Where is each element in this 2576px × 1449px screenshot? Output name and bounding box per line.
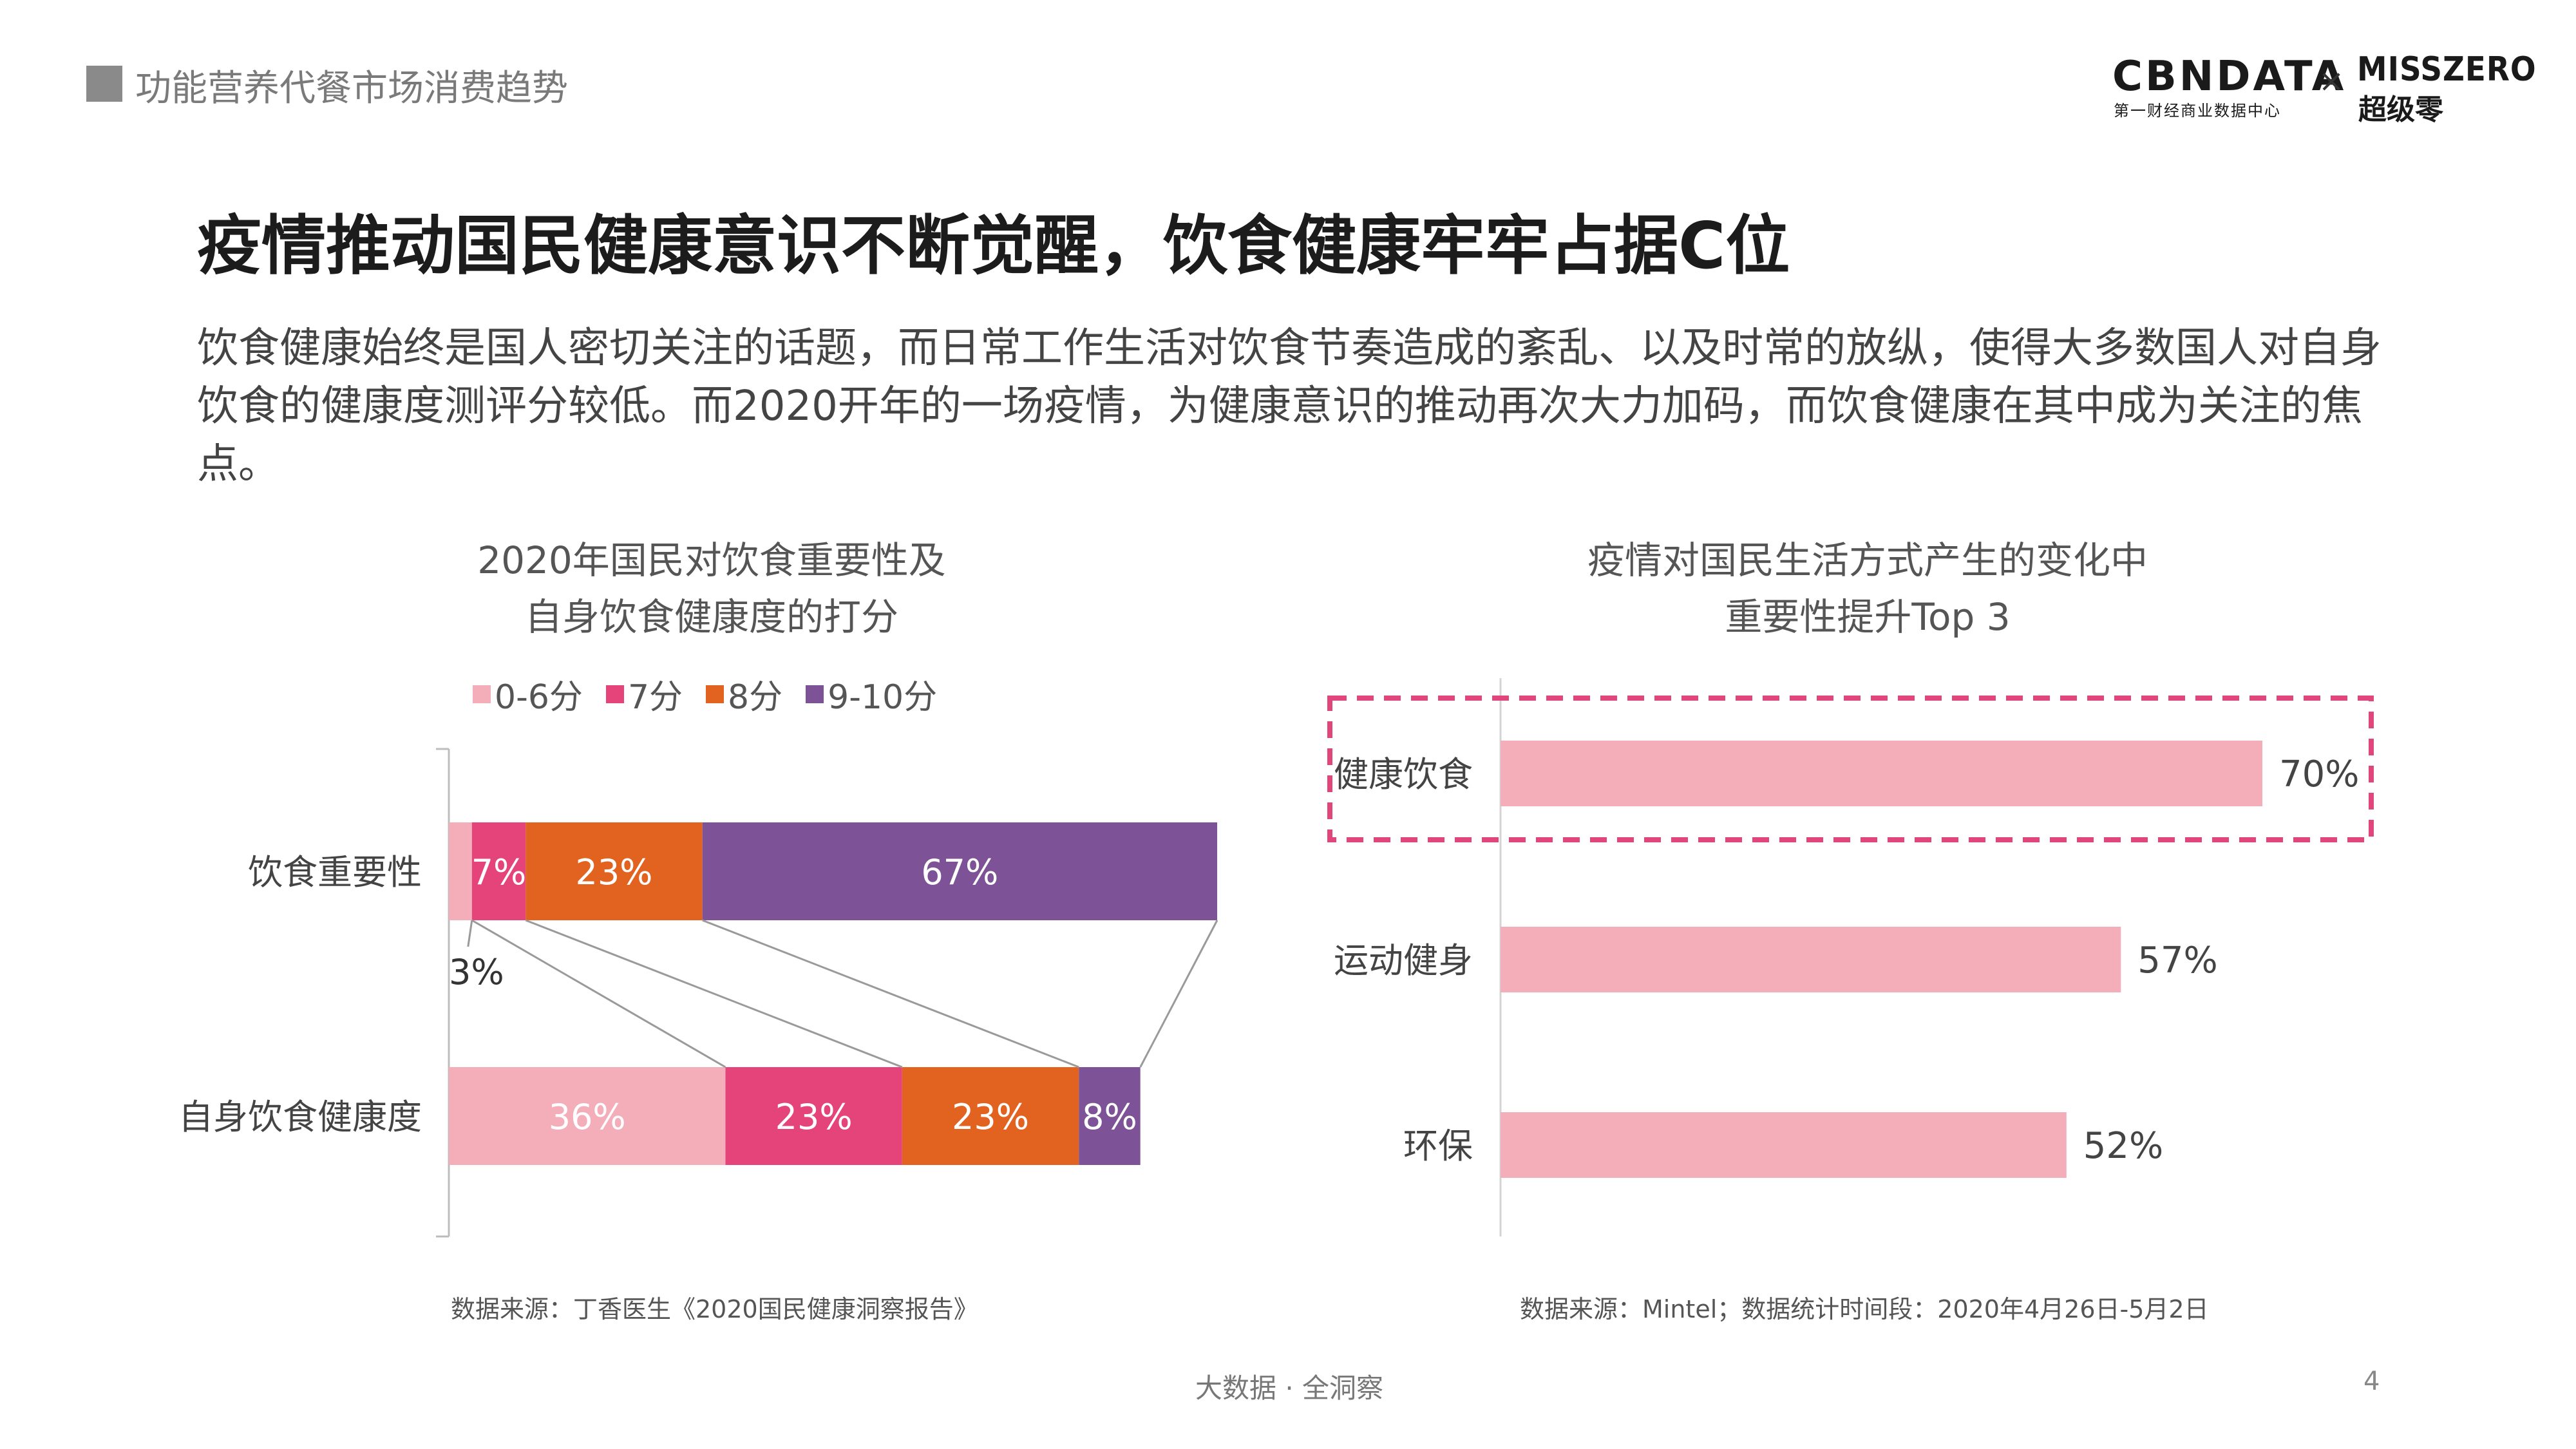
left-chart-source: 数据来源：丁香医生《2020国民健康洞察报告》 (451, 1295, 978, 1323)
page-title: 疫情推动国民健康意识不断觉醒，饮食健康牢牢占据C位 (197, 208, 1790, 283)
left-data-label: 8% (1082, 1097, 1137, 1137)
right-chart-title-line2: 重要性提升Top 3 (1725, 595, 2011, 639)
logo-separator: × (2318, 63, 2345, 99)
left-data-label: 7% (471, 852, 527, 893)
left-bar-segment (526, 822, 703, 920)
legend-swatch (706, 685, 724, 703)
right-bar (1501, 741, 2262, 806)
right-data-label: 57% (2137, 940, 2217, 981)
left-data-label: 36% (549, 1097, 626, 1137)
left-connector-line (471, 919, 726, 1068)
misszero-logo-subtitle: 超级零 (2358, 93, 2443, 126)
left-data-label: 3% (449, 952, 504, 992)
cbndata-logo-subtitle: 第一财经商业数据中心 (2114, 102, 2281, 120)
left-chart-title-line2: 自身饮食健康度的打分 (524, 595, 898, 639)
cbndata-logo: CBNDATA (2112, 53, 2347, 100)
left-bar-segment (725, 1067, 902, 1165)
legend-item-7: 7分 (605, 670, 683, 718)
left-bar-segment (702, 822, 1217, 920)
legend-swatch (473, 685, 491, 703)
left-bar-segment (449, 822, 472, 920)
intro-paragraph: 饮食健康始终是国人密切关注的话题，而日常工作生活对饮食节奏造成的紊乱、以及时常的… (197, 325, 2382, 488)
right-chart-source: 数据来源：Mintel；数据统计时间段：2020年4月26日-5月2日 (1520, 1295, 2209, 1323)
highlight-box (1327, 696, 2374, 842)
legend-item-0-6: 0-6分 (473, 670, 583, 718)
left-category-label: 饮食重要性 (248, 852, 422, 893)
legend-item-9-10: 9-10分 (806, 670, 937, 718)
section-marker (86, 66, 122, 102)
left-bar-segment (471, 822, 526, 920)
left-bar-segment (1079, 1067, 1141, 1165)
misszero-logo: MISSZERO (2357, 50, 2537, 89)
right-category-label: 运动健身 (1334, 940, 1473, 981)
legend-label: 9-10分 (828, 678, 938, 717)
right-data-label: 70% (2279, 753, 2359, 795)
page-number: 4 (2363, 1367, 2380, 1396)
left-connector-line (702, 919, 1079, 1068)
left-stacked-bar-chart: 饮食重要性 3% 7% 23% 67% 自身饮食健康度 36% 23% 23% 8% (178, 748, 1218, 1238)
left-chart-title-line1: 2020年国民对饮食重要性及 (477, 538, 946, 582)
legend-swatch (605, 685, 624, 703)
legend-label: 8分 (728, 678, 783, 717)
footer-tagline: 大数据 · 全洞察 (1195, 1372, 1384, 1404)
left-connector-line (467, 920, 473, 947)
right-bar (1501, 927, 2121, 992)
left-bar-segment (449, 1067, 726, 1165)
left-data-label: 23% (775, 1097, 853, 1137)
legend-label: 0-6分 (495, 678, 583, 717)
right-category-label: 健康饮食 (1334, 754, 1473, 795)
section-label: 功能营养代餐市场消费趋势 (135, 68, 568, 109)
left-category-label: 自身饮食健康度 (178, 1097, 422, 1137)
right-bar (1501, 1112, 2067, 1178)
left-data-label: 23% (575, 852, 652, 893)
legend-label: 7分 (627, 678, 683, 717)
right-data-label: 52% (2083, 1125, 2163, 1167)
right-bar-chart: 健康饮食 70% 运动健身 57% 环保 52% (1327, 678, 2374, 1236)
left-connector-line (525, 919, 903, 1068)
left-bar-segment (902, 1067, 1079, 1165)
left-connector-line (1139, 920, 1218, 1068)
left-data-label: 23% (952, 1097, 1029, 1137)
left-data-label: 67% (921, 852, 998, 893)
left-chart-legend: 0-6分 7分 8分 9-10分 (473, 670, 937, 718)
right-chart-title-line1: 疫情对国民生活方式产生的变化中 (1587, 538, 2148, 582)
right-category-label: 环保 (1403, 1126, 1473, 1166)
legend-item-8: 8分 (706, 670, 782, 718)
legend-swatch (806, 685, 824, 703)
